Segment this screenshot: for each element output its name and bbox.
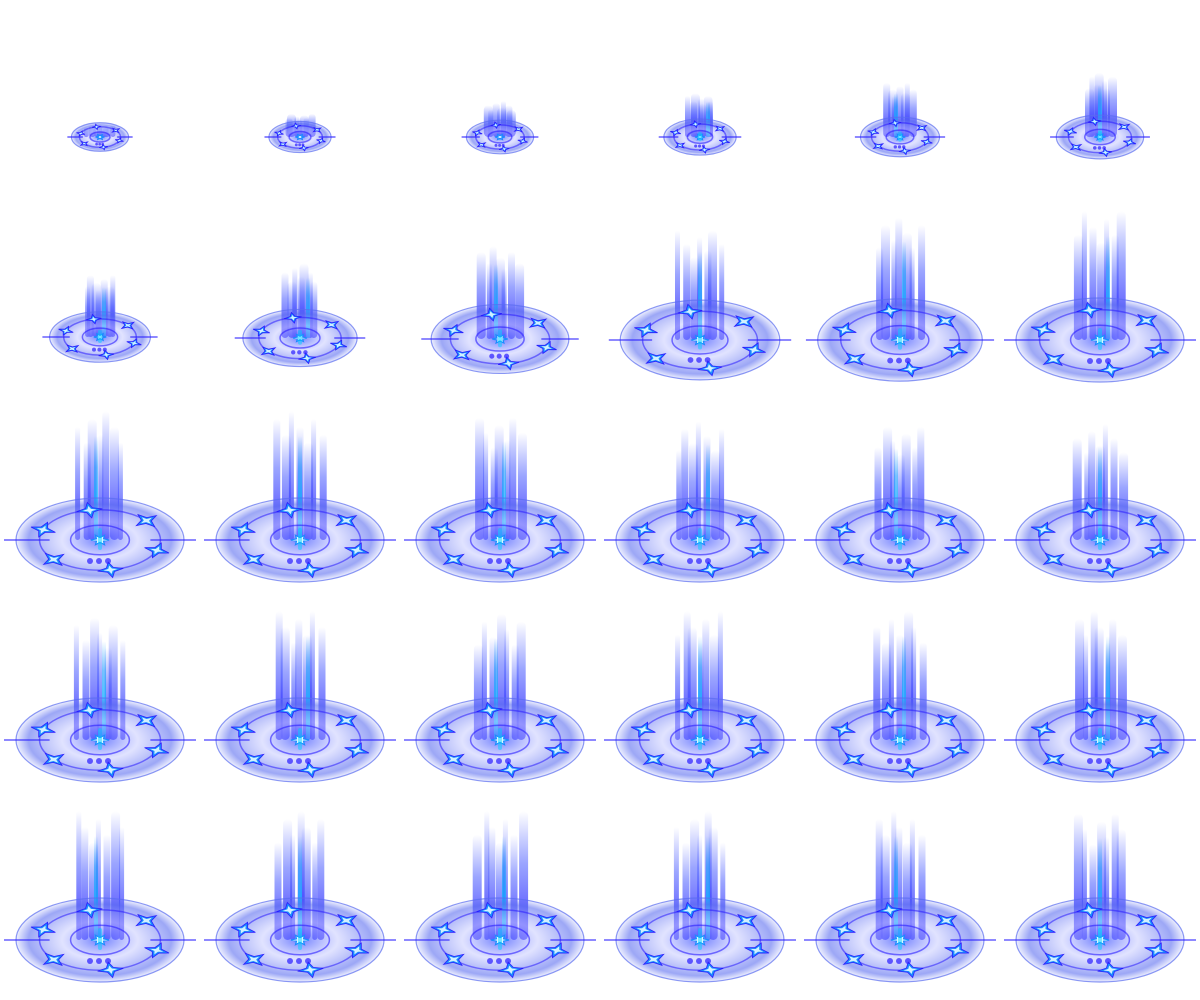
magic-circle-effect [4,811,196,983]
magic-circle [264,120,336,154]
magic-circle-effect [264,113,336,154]
magic-circle-effect [604,811,796,983]
magic-circle-effect [1004,611,1196,783]
sprite-frame [800,0,1000,200]
sprite-frame [400,200,600,400]
sprite-frame [800,400,1000,600]
magic-circle-effect [805,217,995,382]
sprite-frame [800,800,1000,1000]
sprite-frame [400,800,600,1000]
magic-circle-effect [804,426,996,583]
magic-circle-effect [204,611,396,783]
sprite-frame [1000,200,1200,400]
magic-circle-effect [854,82,946,158]
magic-circle-effect [404,417,596,583]
sprite-frame [1000,800,1200,1000]
sprite-frame [0,0,200,200]
magic-circle-effect [42,275,158,363]
sprite-frame [200,800,400,1000]
sprite-frame [600,600,800,800]
magic-circle-effect [1050,72,1150,160]
magic-circle-effect [4,617,196,783]
sprite-frame [400,400,600,600]
sprite-frame [800,600,1000,800]
sprite-frame [600,0,800,200]
magic-circle-effect [234,263,366,368]
sprite-frame [400,600,600,800]
sprite-frame [1000,400,1200,600]
magic-circle [67,122,133,152]
magic-circle-effect [421,246,579,375]
magic-circle-effect [67,122,133,152]
sprite-frame [0,400,200,600]
sprite-frame [600,400,800,600]
sprite-frame [200,0,400,200]
magic-circle-effect [604,611,796,783]
sprite-frame [600,200,800,400]
sprite-frame [0,600,200,800]
magic-circle-effect [658,93,742,156]
magic-circle-effect [804,611,996,783]
magic-circle-effect [404,613,596,783]
magic-circle-effect [1004,424,1196,583]
sprite-frame [200,400,400,600]
sprite-frame [400,0,600,200]
magic-circle-effect [404,811,596,983]
sprite-frame [800,200,1000,400]
magic-circle-effect [204,811,396,983]
magic-circle [461,119,539,155]
sprite-frame [1000,0,1200,200]
sprite-frame [600,800,800,1000]
magic-circle-effect [4,411,196,583]
magic-circle-effect [204,411,396,583]
magic-circle-effect [604,421,796,583]
magic-circle-effect [608,230,792,381]
sprite-frame [0,800,200,1000]
magic-circle-effect [1004,813,1196,983]
sprite-frame [200,600,400,800]
sprite-frame [0,200,200,400]
magic-circle-effect [461,101,539,155]
sprite-frame [200,200,400,400]
sprite-frame [1000,600,1200,800]
magic-circle-effect [804,811,996,983]
magic-circle-effect [1004,211,1196,383]
